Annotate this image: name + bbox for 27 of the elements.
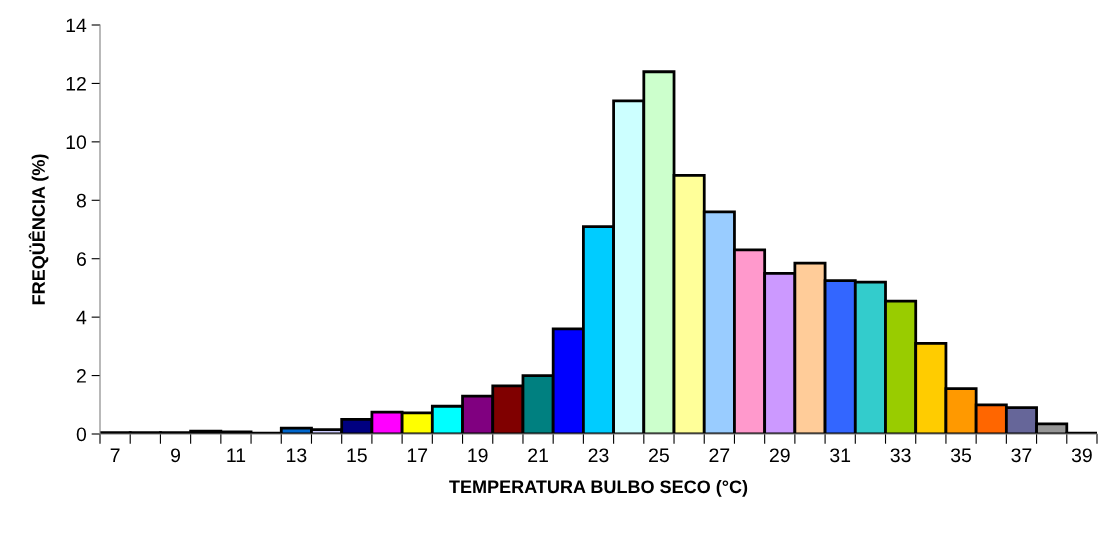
- x-axis-title: TEMPERATURA BULBO SECO (°C): [449, 479, 748, 497]
- y-tick-label: 10: [66, 135, 87, 150]
- y-tick-label: 0: [76, 427, 87, 442]
- x-tick-label: 35: [950, 448, 972, 463]
- y-tick-label: 6: [76, 252, 86, 266]
- x-tick-label: 37: [1011, 448, 1032, 463]
- x-tick-label: 21: [528, 448, 548, 462]
- x-tick-label: 19: [468, 448, 488, 463]
- x-tick-label: 23: [588, 448, 609, 463]
- y-axis-title: FREQÜÊNCIA (%): [28, 154, 49, 305]
- y-tick-label: 2: [76, 369, 86, 383]
- x-tick-label: 9: [171, 448, 181, 463]
- x-tick-label: 29: [769, 448, 790, 463]
- x-tick-label: 33: [890, 448, 911, 463]
- x-tick-label: 27: [709, 448, 730, 462]
- x-tick-label: 7: [110, 448, 120, 462]
- y-tick-label: 8: [76, 193, 86, 208]
- x-tick-label: 17: [407, 448, 428, 462]
- x-tick-label: 39: [1071, 448, 1092, 463]
- y-tick-label: 4: [76, 310, 87, 325]
- y-tick-label: 12: [66, 76, 86, 91]
- x-tick-label: 13: [287, 448, 307, 463]
- x-tick-label: 15: [347, 448, 367, 463]
- x-tick-label: 11: [227, 448, 246, 462]
- x-tick-label: 31: [830, 448, 851, 463]
- x-tick-label: 25: [649, 448, 669, 463]
- y-tick-label: 14: [66, 18, 87, 33]
